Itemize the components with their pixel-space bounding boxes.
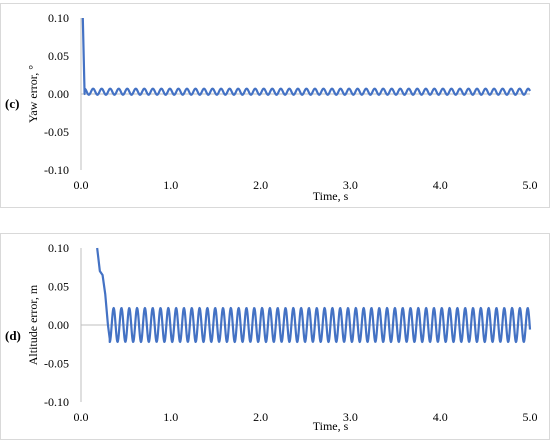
y-axis-label: Altitude error, m xyxy=(26,284,40,365)
y-axis-label: Yaw error, ° xyxy=(26,65,40,123)
x-tick-label: 0.0 xyxy=(74,410,89,424)
x-axis-label: Time, s xyxy=(313,419,349,433)
x-tick-label: 0.0 xyxy=(74,178,89,192)
x-tick-label: 2.0 xyxy=(253,410,268,424)
x-tick-label: 4.0 xyxy=(433,410,448,424)
series-line-0 xyxy=(96,247,532,344)
x-tick-label: 3.0 xyxy=(343,178,358,192)
x-tick-label: 3.0 xyxy=(343,410,358,424)
y-tick-label: 0.10 xyxy=(48,11,69,25)
x-tick-label: 2.0 xyxy=(253,178,268,192)
y-tick-label: -0.10 xyxy=(44,163,69,177)
y-tick-label: 0.00 xyxy=(48,87,69,101)
y-tick-label: 0.10 xyxy=(48,241,69,255)
x-tick-label: 4.0 xyxy=(433,178,448,192)
x-axis-label: Time, s xyxy=(313,189,349,203)
x-tick-label: 5.0 xyxy=(523,178,538,192)
x-tick-label: 1.0 xyxy=(163,410,178,424)
x-tick-label: 5.0 xyxy=(523,410,538,424)
y-tick-label: -0.05 xyxy=(44,125,69,139)
series-line-0 xyxy=(81,17,531,96)
y-tick-label: -0.10 xyxy=(44,395,69,409)
y-tick-label: 0.05 xyxy=(48,49,69,63)
y-tick-label: 0.00 xyxy=(48,318,69,332)
y-tick-label: 0.05 xyxy=(48,280,69,294)
panel-label: (d) xyxy=(5,328,21,343)
x-tick-label: 1.0 xyxy=(163,178,178,192)
panel-label: (c) xyxy=(5,96,19,111)
y-tick-label: -0.05 xyxy=(44,357,69,371)
